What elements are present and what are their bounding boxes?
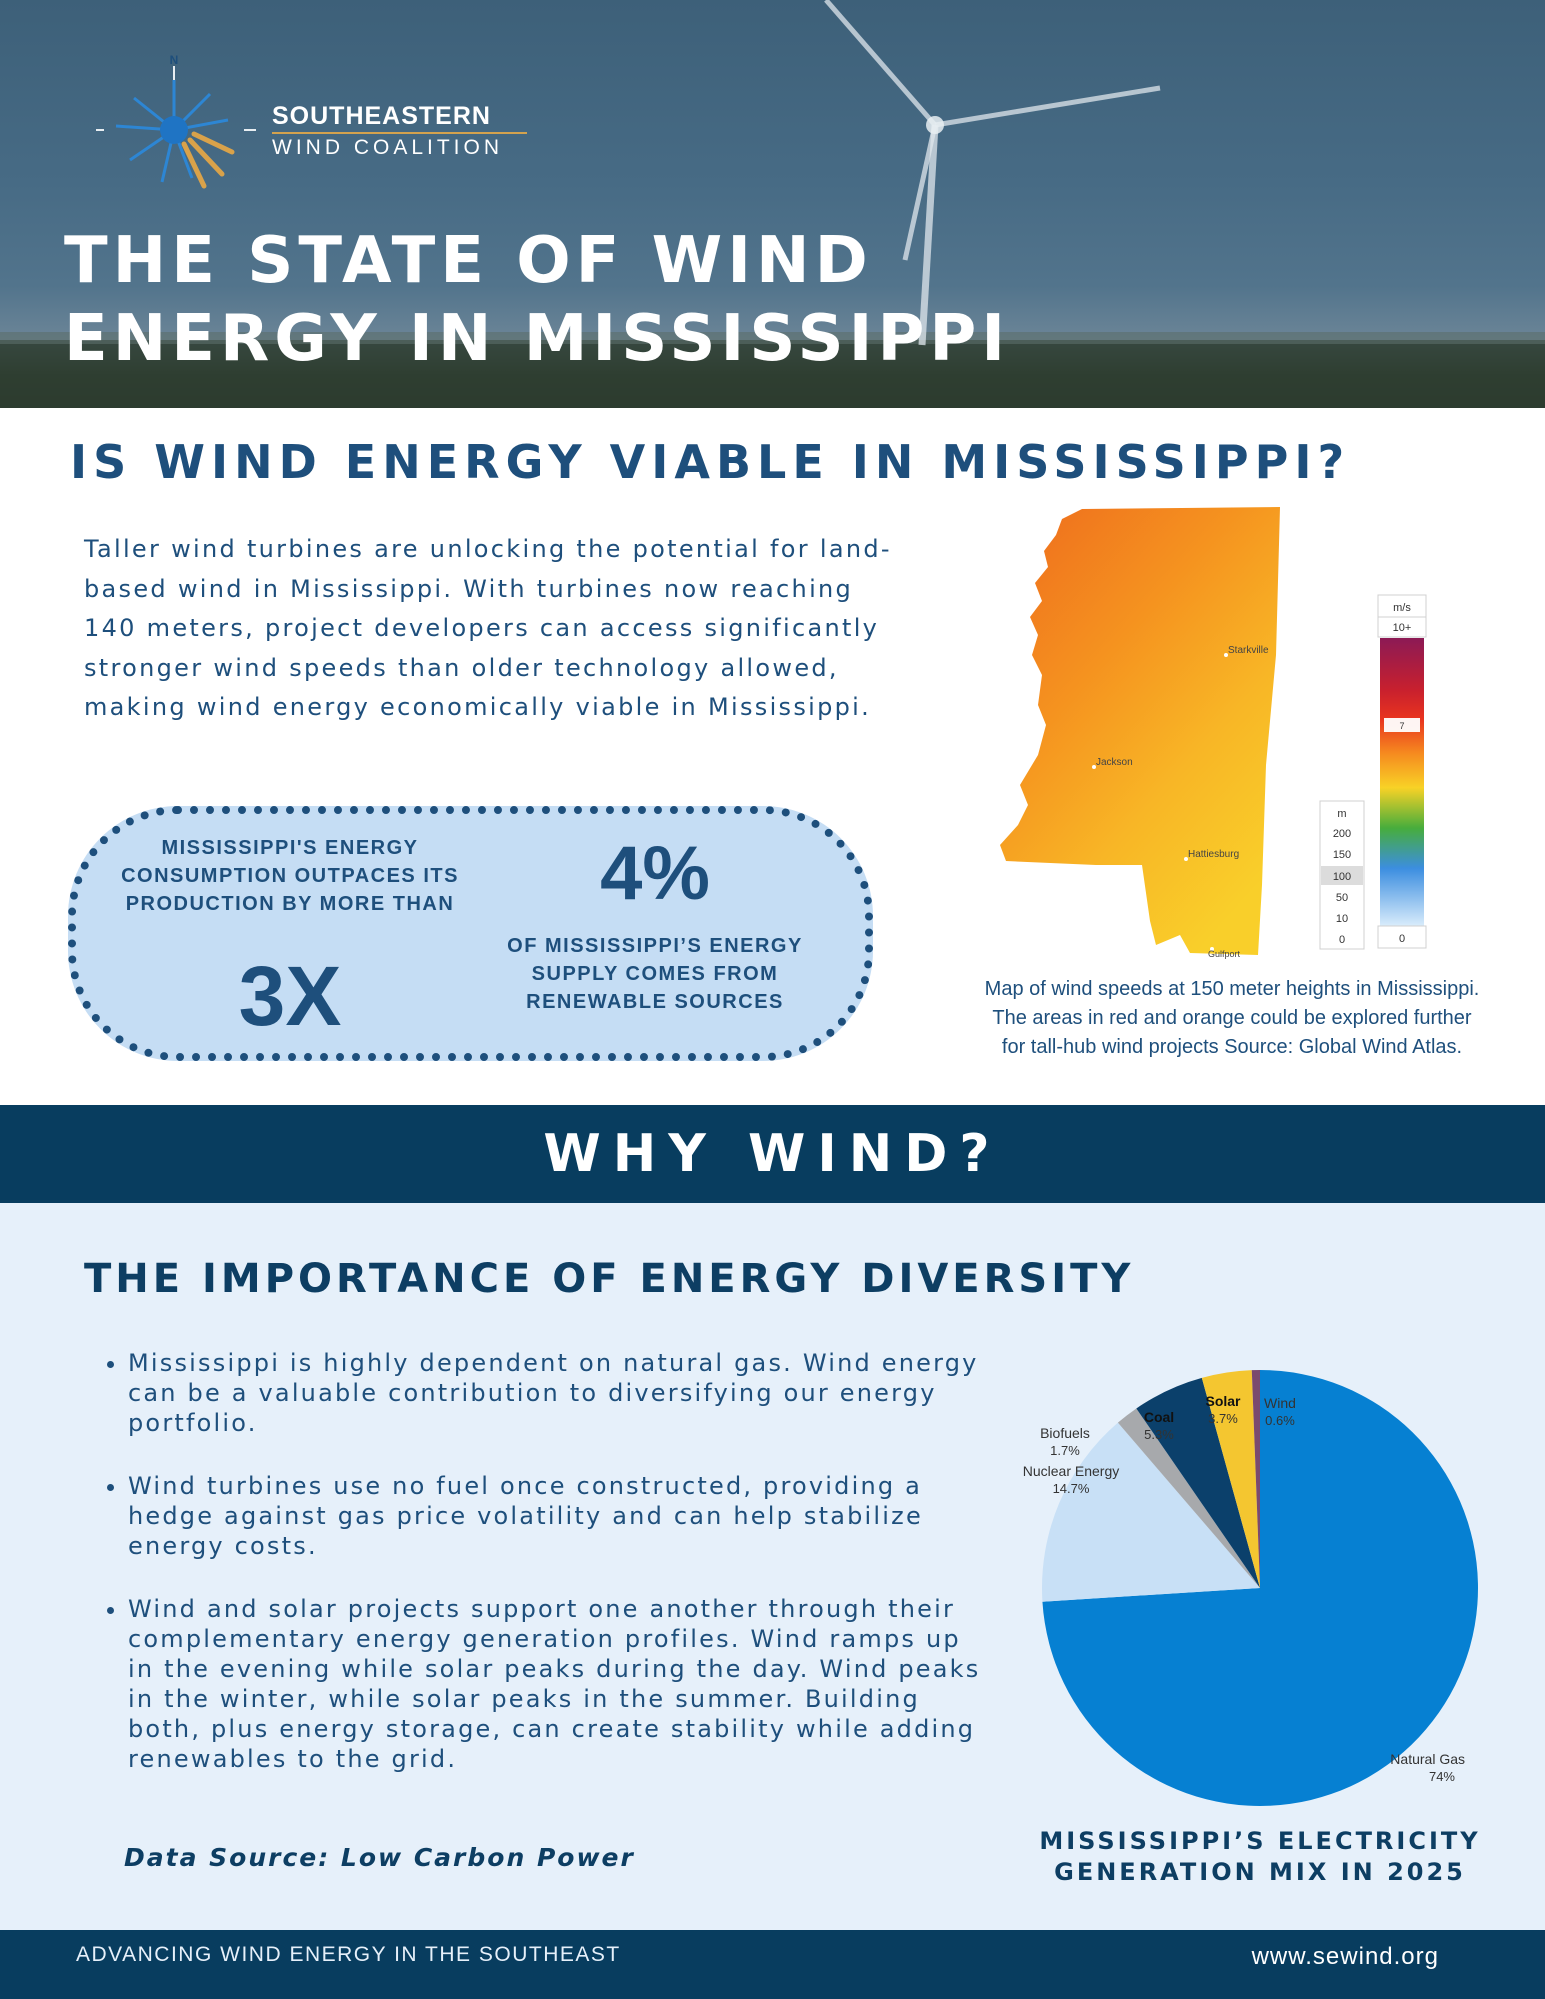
speed-marker-label: 7: [1399, 721, 1404, 731]
speed-top-label: 10+: [1393, 622, 1412, 634]
height-0: 0: [1339, 934, 1345, 946]
city-hattiesburg: Hattiesburg: [1188, 849, 1239, 860]
footer-bar: [0, 1930, 1545, 1999]
height-unit-label: m: [1337, 808, 1346, 820]
city-jackson: Jackson: [1096, 757, 1133, 768]
wind-speed-legend: m/s 10+ 7 0: [1377, 594, 1427, 949]
pie-value-coal: 5.3%: [1144, 1427, 1174, 1442]
height-200: 200: [1333, 828, 1351, 840]
logo-divider: [272, 132, 527, 134]
height-legend: m 200 150 100 50 10 0: [1319, 800, 1365, 950]
energy-diversity-heading: THE IMPORTANCE OF ENERGY DIVERSITY: [84, 1256, 1135, 1302]
renewables-stat-value: 4%: [600, 831, 710, 916]
pie-label-nuclear-energy: Nuclear Energy: [1023, 1463, 1120, 1479]
consumption-stat-value: 3X: [238, 949, 342, 1043]
compass-letter: N: [170, 53, 179, 67]
speed-unit-label: m/s: [1393, 602, 1411, 614]
list-item: Mississippi is highly dependent on natur…: [128, 1348, 988, 1438]
benefits-list: Mississippi is highly dependent on natur…: [92, 1348, 988, 1807]
viability-intro: Taller wind turbines are unlocking the p…: [84, 535, 892, 721]
footer-url[interactable]: www.sewind.org: [1251, 1943, 1439, 1970]
pie-value-wind: 0.6%: [1265, 1413, 1295, 1428]
height-50: 50: [1336, 892, 1348, 904]
pie-label-coal: Coal: [1144, 1409, 1174, 1425]
pie-label-wind: Wind: [1264, 1395, 1296, 1411]
city-starkville: Starkville: [1228, 645, 1269, 656]
org-name-primary: SOUTHEASTERN: [272, 102, 491, 130]
viability-heading: IS WIND ENERGY VIABLE IN MISSISSIPPI?: [70, 435, 1351, 489]
list-item: Wind turbines use no fuel once construct…: [128, 1471, 988, 1561]
city-gulfport: Gulfport: [1208, 949, 1241, 959]
height-10: 10: [1336, 913, 1348, 925]
pie-value-nuclear-energy: 14.7%: [1053, 1481, 1090, 1496]
pie-chart-svg: Natural Gas 74% Nuclear Energy 14.7% Biofuel…: [1023, 1370, 1478, 1806]
pie-label-biofuels: Biofuels: [1040, 1425, 1090, 1441]
pie-slice-natural-gas: [1042, 1370, 1478, 1806]
org-name-secondary: WIND COALITION: [272, 136, 504, 159]
height-150: 150: [1333, 849, 1351, 861]
pie-label-solar: Solar: [1205, 1393, 1241, 1409]
speed-bottom-label: 0: [1399, 933, 1405, 945]
pie-slice-biofuels: [1117, 1408, 1260, 1588]
pie-slice-solar: [1201, 1370, 1260, 1588]
pie-value-solar: 3.7%: [1208, 1411, 1238, 1426]
pie-value-biofuels: 1.7%: [1050, 1443, 1080, 1458]
map-caption: Map of wind speeds at 150 meter heights …: [984, 978, 1480, 1058]
hero-banner: N SOUTHEASTERN WIND COALITION THE STATE …: [0, 0, 1545, 408]
pie-slice-wind: [1251, 1370, 1260, 1588]
compass-logo-icon: N: [96, 53, 256, 189]
footer-tagline: ADVANCING WIND ENERGY IN THE SOUTHEAST: [76, 1943, 621, 1966]
consumption-stat-label: MISSISSIPPI'S ENERGY CONSUMPTION OUTPACE…: [121, 837, 459, 915]
data-source-note: Data Source: Low Carbon Power: [124, 1843, 635, 1872]
why-wind-heading: WHY WIND?: [543, 1124, 1002, 1184]
why-wind-band: [0, 1105, 1545, 1203]
pie-slice-coal: [1136, 1377, 1260, 1588]
mississippi-outline: [1000, 507, 1280, 955]
wind-turbine-photo: [0, 0, 1545, 408]
pie-label-natural-gas: Natural Gas: [1390, 1751, 1465, 1767]
height-100: 100: [1333, 871, 1351, 883]
pie-value-natural-gas: 74%: [1429, 1769, 1455, 1784]
generation-mix-chart: Natural Gas 74% Nuclear Energy 14.7% Biofuel…: [935, 1330, 1515, 1820]
list-item: Wind and solar projects support one anot…: [128, 1594, 988, 1774]
pie-slice-nuclear-energy: [1042, 1422, 1260, 1602]
chart-title: MISSISSIPPI’S ELECTRICITY GENERATION MIX…: [1039, 1827, 1481, 1886]
page-title: THE STATE OF WIND ENERGY IN MISSISSIPPI: [64, 224, 1011, 376]
wind-speed-map: Starkville Jackson Hattiesburg Gulfport …: [990, 505, 1440, 960]
renewables-stat-label: OF MISSISSIPPI’S ENERGY SUPPLY COMES FRO…: [507, 935, 803, 1013]
wind-speed-map-graphic: Starkville Jackson Hattiesburg Gulfport …: [1000, 507, 1427, 959]
stats-callout: [68, 806, 873, 1061]
